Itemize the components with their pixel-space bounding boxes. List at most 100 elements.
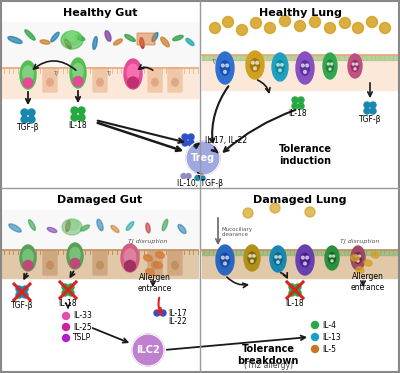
Text: IL-33: IL-33 [73,311,92,320]
Circle shape [306,64,309,67]
Bar [202,250,398,255]
FancyBboxPatch shape [93,68,107,92]
Circle shape [352,63,354,65]
Circle shape [302,256,304,259]
Ellipse shape [65,220,79,230]
Ellipse shape [152,261,158,269]
Text: Damaged Lung: Damaged Lung [253,195,347,205]
Circle shape [154,310,160,316]
Ellipse shape [325,246,339,270]
Circle shape [23,78,33,88]
Circle shape [295,290,301,296]
Text: Tolerance
induction: Tolerance induction [278,144,332,166]
Ellipse shape [152,32,158,41]
Ellipse shape [364,260,372,266]
Circle shape [292,97,298,103]
Ellipse shape [70,248,80,262]
Ellipse shape [65,39,71,49]
FancyBboxPatch shape [168,251,182,275]
Circle shape [306,256,309,259]
Circle shape [252,61,254,64]
Circle shape [16,292,22,298]
Circle shape [264,22,276,34]
Circle shape [21,109,28,116]
Text: TGF-β: TGF-β [359,115,381,123]
Ellipse shape [356,267,364,273]
Ellipse shape [300,253,310,267]
Circle shape [28,116,35,123]
Ellipse shape [246,51,264,79]
Text: TGF-β: TGF-β [11,301,33,310]
Text: TJ: TJ [210,60,216,65]
Circle shape [330,63,333,65]
Ellipse shape [250,59,260,71]
Ellipse shape [97,78,103,86]
Ellipse shape [146,269,154,275]
Ellipse shape [97,261,103,269]
Text: TSLP: TSLP [73,333,91,342]
Ellipse shape [276,61,284,73]
Text: IL-13: IL-13 [322,332,341,342]
Ellipse shape [8,37,22,44]
Circle shape [224,262,226,265]
Ellipse shape [296,245,314,275]
Ellipse shape [352,60,358,71]
Circle shape [22,286,28,292]
Ellipse shape [274,253,282,265]
Text: IL-25: IL-25 [73,323,92,332]
Ellipse shape [66,220,70,231]
Circle shape [254,67,256,70]
Ellipse shape [121,244,139,272]
Circle shape [251,260,253,262]
Ellipse shape [114,39,122,45]
Circle shape [356,63,358,65]
Circle shape [281,63,283,66]
Text: IL-18: IL-18 [289,110,307,119]
Circle shape [200,176,205,181]
Circle shape [312,333,318,341]
Ellipse shape [351,246,365,270]
Circle shape [226,256,229,259]
Bar [1,1,200,188]
Circle shape [182,134,188,140]
Circle shape [132,334,164,366]
Text: IL-18: IL-18 [59,298,77,307]
Circle shape [355,255,358,257]
Ellipse shape [51,32,59,42]
Text: Damaged Gut: Damaged Gut [58,195,142,205]
Circle shape [222,64,224,67]
Circle shape [210,22,220,34]
Circle shape [128,77,138,88]
Circle shape [289,284,295,290]
Ellipse shape [20,61,36,89]
Bar [2,22,199,69]
Ellipse shape [351,255,359,261]
Text: Allergen
entrance: Allergen entrance [351,272,385,292]
Text: IL-17: IL-17 [168,308,187,317]
Circle shape [329,255,332,257]
Circle shape [294,21,306,31]
Text: IL-4: IL-4 [322,320,336,329]
Ellipse shape [47,228,57,232]
Circle shape [366,16,378,28]
Bar [2,250,198,278]
Circle shape [295,284,301,290]
Ellipse shape [161,37,169,47]
Text: TGF-β: TGF-β [17,123,39,132]
Ellipse shape [23,250,33,264]
Circle shape [125,260,135,271]
Bar [202,250,398,278]
Circle shape [182,140,188,146]
Circle shape [224,70,226,73]
Circle shape [243,208,253,218]
Circle shape [181,173,186,179]
Ellipse shape [47,78,53,86]
Bar [201,189,399,372]
Text: IL-5: IL-5 [322,345,336,354]
Circle shape [305,207,315,217]
Ellipse shape [75,35,85,41]
Circle shape [327,63,330,65]
Circle shape [188,134,194,140]
Circle shape [68,290,74,296]
Text: Healthy Lung: Healthy Lung [258,8,342,18]
